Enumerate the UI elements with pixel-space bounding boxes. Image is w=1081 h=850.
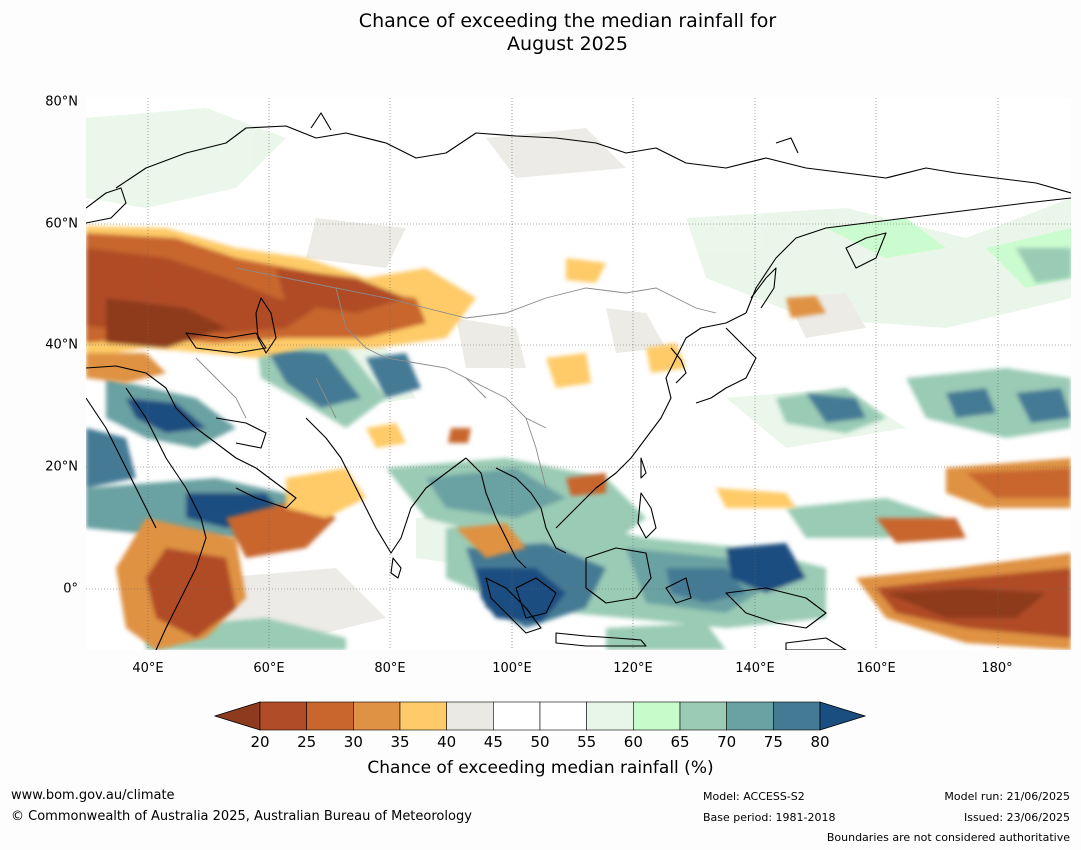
lon-label-60e: 60°E xyxy=(253,661,285,676)
colorbar-tick-label: 50 xyxy=(530,733,550,751)
colorbar-segment xyxy=(446,701,494,731)
colorbar-tick-label: 25 xyxy=(297,733,317,751)
colorbar-tick-label: 55 xyxy=(577,733,597,751)
model-run-date: Model run: 21/06/2025 xyxy=(944,790,1070,803)
copyright-text: © Commonwealth of Australia 2025, Austra… xyxy=(11,809,472,824)
colorbar-segment xyxy=(493,701,541,731)
colorbar-tick-label: 75 xyxy=(763,733,783,751)
colorbar-segment xyxy=(726,701,774,731)
colorbar-segment xyxy=(306,701,354,731)
lon-label-140e: 140°E xyxy=(735,661,775,676)
colorbar-tick-label: 45 xyxy=(483,733,503,751)
lat-label-0: 0° xyxy=(63,581,78,597)
dry-shading xyxy=(86,226,1071,650)
base-period: Base period: 1981-2018 xyxy=(703,811,836,824)
colorbar-caption: Chance of exceeding median rainfall (%) xyxy=(367,758,714,778)
colorbar-tick-label: 70 xyxy=(717,733,737,751)
wet-shading xyxy=(86,248,1071,650)
lon-label-40e: 40°E xyxy=(132,661,164,676)
colorbar-segment xyxy=(633,701,681,731)
colorbar-tick-label: 40 xyxy=(437,733,457,751)
colorbar-tick-label: 60 xyxy=(623,733,643,751)
colorbar-over-triangle xyxy=(819,701,866,731)
colorbar-segment xyxy=(586,701,634,731)
lon-label-120e: 120°E xyxy=(613,661,653,676)
rainfall-outlook-map xyxy=(86,98,1071,650)
map-title: Chance of exceeding the median rainfall … xyxy=(0,10,1081,56)
colorbar-tick-label: 65 xyxy=(670,733,690,751)
colorbar-under-triangle xyxy=(214,701,261,731)
website-link[interactable]: www.bom.gov.au/climate xyxy=(11,788,175,803)
title-line-1: Chance of exceeding the median rainfall … xyxy=(358,10,777,32)
lon-label-100e: 100°E xyxy=(492,661,532,676)
issued-date: Issued: 23/06/2025 xyxy=(963,811,1070,824)
colorbar-tick-label: 30 xyxy=(343,733,363,751)
near-normal-shading xyxy=(86,108,1071,643)
colorbar-segment xyxy=(399,701,447,731)
coastlines xyxy=(86,112,1071,650)
colorbar-segment xyxy=(773,701,821,731)
country-boundaries xyxy=(195,267,717,489)
title-line-2: August 2025 xyxy=(507,33,628,55)
colorbar-tick-label: 80 xyxy=(810,733,830,751)
lat-label-20n: 20°N xyxy=(45,459,78,475)
colorbar-segment xyxy=(259,701,307,731)
lat-label-40n: 40°N xyxy=(45,337,78,353)
colorbar-tick-label: 20 xyxy=(250,733,270,751)
lon-label-80e: 80°E xyxy=(374,661,406,676)
lon-label-160e: 160°E xyxy=(856,661,896,676)
colorbar-tick-label: 35 xyxy=(390,733,410,751)
colorbar xyxy=(214,701,866,731)
colorbar-segment xyxy=(353,701,401,731)
model-name: Model: ACCESS-S2 xyxy=(703,790,805,803)
colorbar-segment xyxy=(679,701,727,731)
lat-label-60n: 60°N xyxy=(45,216,78,232)
lon-label-180: 180° xyxy=(981,661,1013,676)
lat-label-80n: 80°N xyxy=(45,94,78,110)
boundary-disclaimer: Boundaries are not considered authoritat… xyxy=(826,831,1070,844)
colorbar-segment xyxy=(539,701,587,731)
